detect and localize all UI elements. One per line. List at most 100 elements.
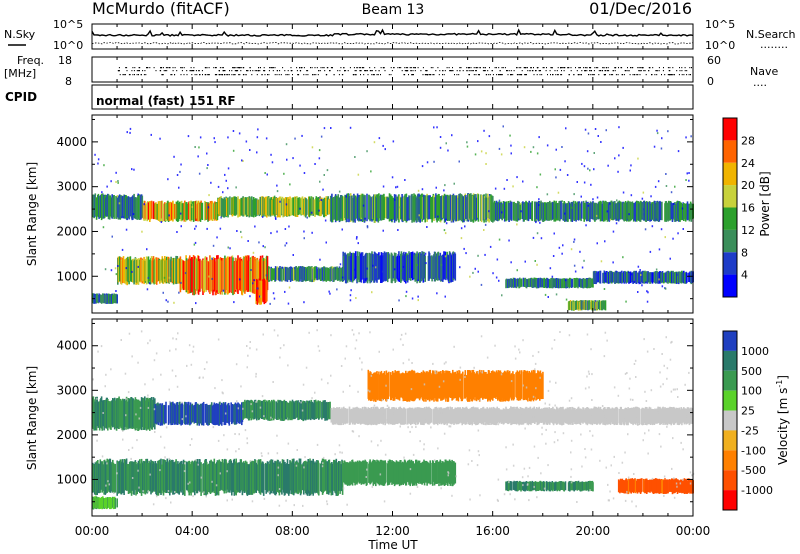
freq-dot	[414, 70, 416, 72]
heatmap-speckle	[426, 412, 428, 414]
heatmap-cell	[311, 402, 314, 420]
heatmap-speckle	[138, 486, 140, 489]
heatmap-cell	[331, 463, 334, 496]
heatmap-cell	[442, 254, 444, 282]
heatmap-speckle	[330, 374, 332, 377]
heatmap-cell	[321, 401, 323, 420]
freq-dot	[296, 67, 298, 69]
freq-dot	[219, 70, 220, 72]
freq-dot	[618, 67, 619, 69]
freq-dot	[300, 67, 302, 69]
freq-dot	[482, 67, 484, 69]
freq-dot	[249, 67, 251, 69]
freq-dot	[139, 67, 141, 69]
freq-dot	[458, 74, 460, 76]
heatmap-cell	[430, 197, 432, 220]
heatmap-speckle	[587, 132, 590, 135]
freq-dot	[417, 67, 419, 69]
heatmap-cell	[564, 408, 567, 424]
freq-dot	[376, 74, 378, 76]
freq-dot	[155, 70, 157, 72]
heatmap-cell	[432, 461, 435, 482]
heatmap-speckle	[685, 179, 687, 181]
freq-dot	[589, 70, 591, 72]
colorbar-swatch	[723, 140, 737, 163]
freq-dot	[432, 67, 434, 69]
heatmap-cell	[308, 266, 310, 281]
heatmap-cell	[356, 407, 359, 424]
freq-dot	[149, 67, 151, 69]
heatmap-cell	[569, 202, 571, 220]
heatmap-speckle	[674, 185, 676, 188]
heatmap-speckle	[416, 264, 418, 266]
heatmap-cell	[376, 373, 379, 401]
freq-dot	[136, 70, 138, 72]
heatmap-speckle	[494, 344, 496, 347]
heatmap-cell	[357, 256, 359, 280]
heatmap-speckle	[137, 193, 139, 196]
heatmap-speckle	[504, 218, 506, 220]
heatmap-speckle	[604, 240, 606, 243]
heatmap-speckle	[320, 378, 323, 381]
freq-dot	[450, 70, 451, 72]
heatmap-speckle	[179, 170, 181, 173]
freq-dot	[550, 74, 551, 76]
heatmap-speckle	[635, 417, 637, 420]
heatmap-speckle	[242, 407, 244, 410]
heatmap-speckle	[176, 231, 178, 233]
heatmap-speckle	[485, 152, 487, 155]
heatmap-speckle	[225, 179, 227, 182]
freq-dot	[297, 74, 299, 76]
heatmap-speckle	[369, 390, 371, 393]
freq-dot	[525, 74, 526, 76]
heatmap-speckle	[381, 398, 384, 401]
freq-dot	[408, 74, 409, 76]
freq-dot	[198, 70, 200, 72]
heatmap-speckle	[540, 472, 542, 475]
heatmap-speckle	[117, 181, 119, 184]
heatmap-speckle	[469, 275, 471, 278]
heatmap-speckle	[637, 265, 640, 268]
heatmap-cell	[429, 407, 431, 424]
heatmap-cell	[621, 202, 623, 220]
freq-dot	[264, 74, 266, 76]
heatmap-cell	[683, 203, 685, 221]
heatmap-speckle	[253, 279, 255, 282]
freq-dot	[513, 70, 515, 72]
freq-dot	[469, 74, 470, 76]
freq-dot	[405, 67, 407, 69]
heatmap-speckle	[273, 195, 276, 198]
heatmap-speckle	[426, 161, 429, 164]
heatmap-speckle	[605, 466, 607, 469]
heatmap-cell	[667, 479, 669, 494]
heatmap-speckle	[688, 172, 690, 174]
freq-dot	[219, 67, 221, 69]
heatmap-cell	[609, 270, 611, 283]
freq-dot	[353, 67, 355, 69]
noise-sky-label: N.Sky	[4, 28, 36, 41]
heatmap-cell	[370, 371, 372, 402]
freq-dot	[401, 70, 403, 72]
heatmap-speckle	[584, 128, 587, 131]
freq-dot	[316, 67, 318, 69]
heatmap-cell	[573, 301, 575, 311]
heatmap-speckle	[246, 366, 248, 369]
heatmap-cell	[182, 260, 185, 291]
heatmap-speckle	[568, 399, 571, 402]
heatmap-speckle	[672, 237, 674, 240]
freq-dot	[222, 70, 224, 72]
freq-dot	[603, 67, 605, 69]
heatmap-speckle	[125, 228, 128, 231]
heatmap-speckle	[657, 180, 660, 183]
freq-dot	[679, 70, 681, 72]
heatmap-speckle	[305, 366, 308, 369]
heatmap-cell	[192, 201, 195, 222]
freq-dot	[523, 67, 525, 69]
heatmap-speckle	[498, 279, 500, 282]
freq-dot	[347, 70, 349, 72]
heatmap-cell	[427, 462, 430, 484]
freq-dot	[422, 74, 424, 76]
heatmap-cell	[266, 280, 268, 302]
freq-dot	[579, 67, 581, 69]
heatmap-speckle	[425, 262, 427, 265]
